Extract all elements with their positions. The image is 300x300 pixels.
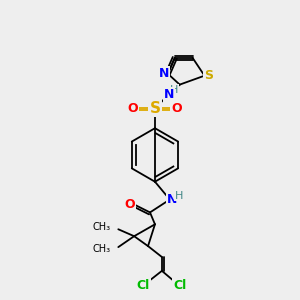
Text: Cl: Cl: [173, 279, 186, 292]
Text: CH₃: CH₃: [92, 222, 110, 232]
Text: Cl: Cl: [136, 279, 150, 292]
Text: O: O: [128, 102, 139, 115]
Text: N: N: [167, 193, 177, 206]
Text: O: O: [171, 102, 182, 115]
Text: S: S: [149, 101, 161, 116]
Text: H: H: [169, 85, 178, 94]
Text: H: H: [175, 190, 183, 201]
Text: N: N: [164, 88, 174, 101]
Text: S: S: [204, 69, 213, 82]
Text: O: O: [124, 198, 134, 211]
Text: N: N: [159, 67, 169, 80]
Text: CH₃: CH₃: [92, 244, 110, 254]
